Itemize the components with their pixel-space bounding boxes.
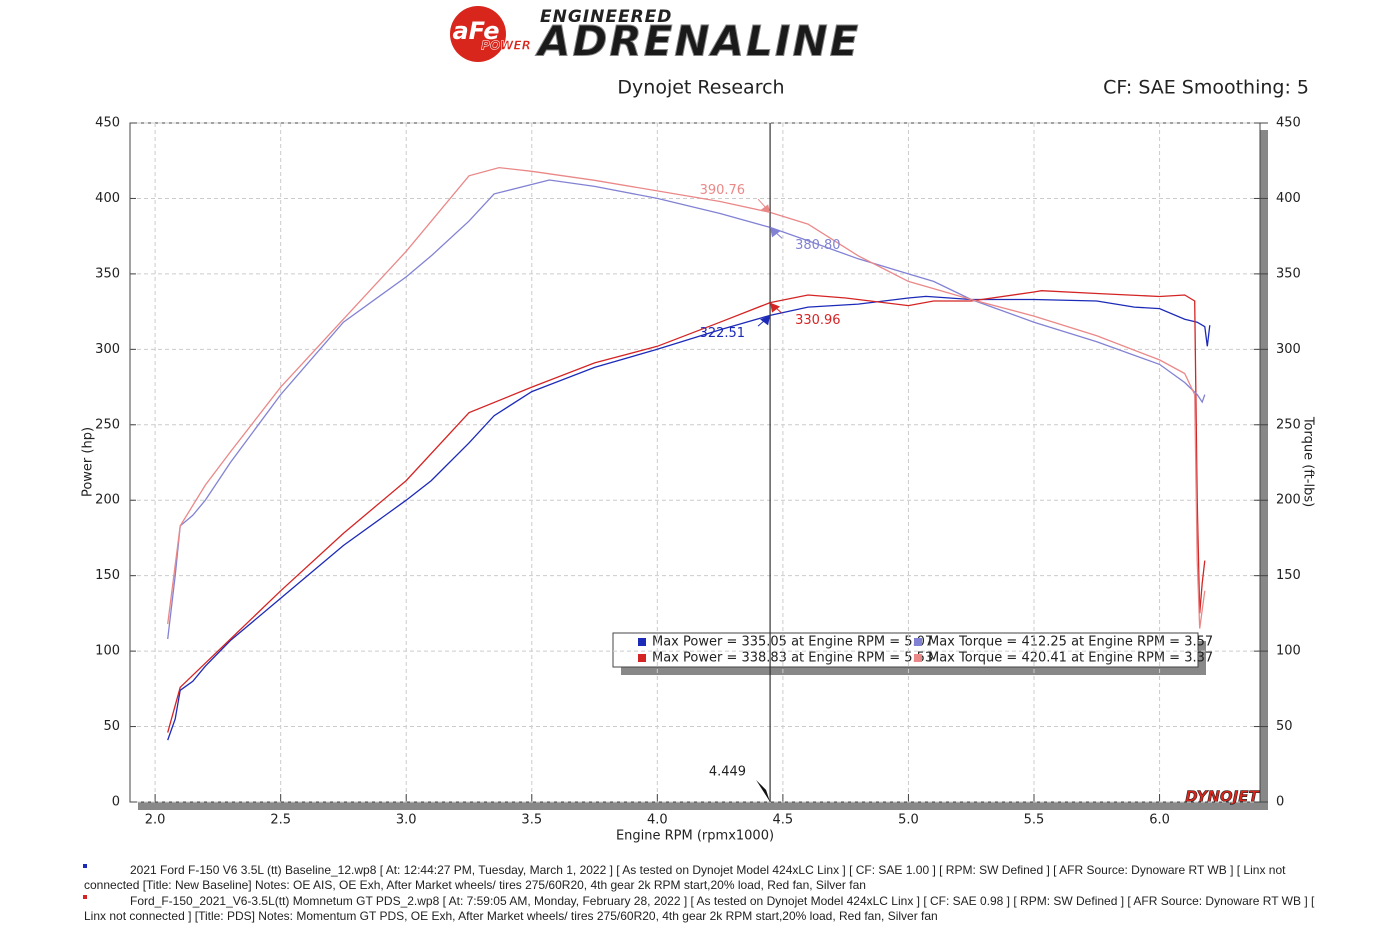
- logo-badge-text: aFe: [452, 17, 499, 45]
- y-tick-label: 50: [103, 719, 120, 734]
- logo-badge: [450, 6, 506, 62]
- note: Ford_F-150_2021_V6-3.5L(tt) Momnetum GT …: [84, 894, 1315, 923]
- cursor-value: 390.76: [700, 183, 746, 198]
- note: 2021 Ford F-150 V6 3.5L (tt) Baseline_12…: [84, 863, 1286, 892]
- x-tick-label: 6.0: [1149, 813, 1170, 828]
- series-line: [167, 295, 1211, 741]
- watermark: DYNOJET: [1185, 788, 1260, 806]
- y2-tick-label: 400: [1276, 191, 1301, 206]
- legend-swatch: [638, 654, 646, 662]
- x-tick-label: 3.0: [396, 813, 417, 828]
- legend-label: Max Power = 335.05 at Engine RPM = 5.07: [652, 635, 933, 650]
- cursor-value: 322.51: [700, 326, 746, 341]
- y-axis-label: Power (hp): [81, 427, 96, 497]
- legend-label: Max Power = 338.83 at Engine RPM = 5.53: [652, 651, 933, 666]
- y-tick-label: 100: [95, 644, 120, 659]
- y-tick-label: 150: [95, 568, 120, 583]
- cursor-marker: [760, 204, 771, 213]
- y-tick-label: 350: [95, 266, 120, 281]
- y2-tick-label: 300: [1276, 342, 1301, 357]
- y2-tick-label: 50: [1276, 719, 1293, 734]
- x-tick-label: 2.5: [270, 813, 291, 828]
- cursor-leader: [757, 314, 771, 327]
- y2-axis-label: Torque (ft-lbs): [1301, 416, 1316, 507]
- x-tick-label: 4.5: [773, 813, 794, 828]
- x-tick-label: 2.0: [145, 813, 166, 828]
- y2-tick-label: 150: [1276, 568, 1301, 583]
- x-tick-label: 3.5: [521, 813, 542, 828]
- y-tick-label: 250: [95, 417, 120, 432]
- note-marker: [83, 864, 87, 868]
- cursor-leader: [769, 302, 783, 314]
- logo-top: ENGINEERED: [540, 7, 672, 27]
- legend-swatch: [914, 654, 922, 662]
- chart: aFe POWER ENGINEERED ADRENALINE Dynojet …: [81, 6, 1316, 844]
- y-tick-label: 450: [95, 116, 120, 131]
- logo-main: ADRENALINE: [535, 17, 860, 66]
- legend-label: Max Torque = 420.41 at Engine RPM = 3.37: [928, 651, 1213, 666]
- y2-tick-label: 0: [1276, 795, 1284, 810]
- y-tick-label: 200: [95, 493, 120, 508]
- series-line: [167, 179, 1206, 640]
- y2-tick-label: 350: [1276, 266, 1301, 281]
- series-line: [167, 290, 1206, 733]
- y-tick-label: 0: [112, 795, 120, 810]
- y2-tick-label: 450: [1276, 116, 1301, 131]
- y2-tick-label: 200: [1276, 493, 1301, 508]
- legend-box: [612, 632, 1199, 668]
- series-line: [167, 166, 1206, 629]
- legend-label: Max Torque = 412.25 at Engine RPM = 3.57: [928, 635, 1213, 650]
- chart-title: Dynojet Research: [617, 77, 784, 99]
- x-axis-label: Engine RPM (rpmx1000): [616, 829, 774, 844]
- y2-tick-label: 100: [1276, 644, 1301, 659]
- axis-shadow: [1260, 130, 1268, 810]
- y-tick-label: 300: [95, 342, 120, 357]
- cursor-leader: [757, 198, 771, 213]
- note-marker: [83, 895, 87, 899]
- y2-tick-label: 250: [1276, 417, 1301, 432]
- legend-swatch: [638, 638, 646, 646]
- plot-frame: [129, 122, 1261, 803]
- cursor-leader: [769, 227, 783, 239]
- cursor-value: 380.80: [795, 238, 841, 253]
- axis-shadow: [138, 802, 1268, 810]
- y-tick-label: 400: [95, 191, 120, 206]
- chart-subtitle: CF: SAE Smoothing: 5: [1103, 77, 1309, 99]
- logo-badge-sub: POWER: [481, 39, 531, 53]
- legend-swatch: [914, 638, 922, 646]
- x-tick-label: 4.0: [647, 813, 668, 828]
- x-tick-label: 5.5: [1024, 813, 1045, 828]
- legend: Max Power = 335.05 at Engine RPM = 5.07M…: [612, 632, 1213, 675]
- x-tick-label: 5.0: [898, 813, 919, 828]
- cursor-value: 330.96: [795, 313, 841, 328]
- cursor-arrow: [756, 780, 771, 802]
- cursor-label: 4.449: [709, 765, 746, 780]
